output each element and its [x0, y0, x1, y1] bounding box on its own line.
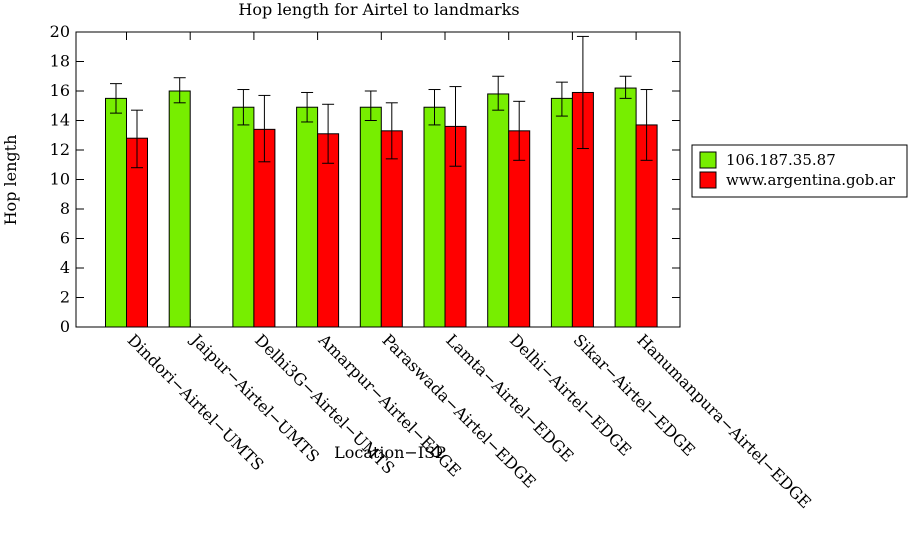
y-tick-label: 0: [60, 317, 70, 336]
x-tick-label: Sikar−Airtel−EDGE: [570, 330, 699, 459]
y-tick-label: 10: [50, 170, 70, 189]
plot-area: 02468101214161820Dindori−Airtel−UMTSJaip…: [50, 22, 815, 512]
chart-title: Hop length for Airtel to landmarks: [238, 0, 519, 19]
y-tick-label: 12: [50, 140, 70, 159]
bar-series2: [380, 130, 403, 328]
bar-series1: [232, 106, 255, 328]
bar-series1: [614, 87, 637, 328]
y-tick-label: 20: [50, 22, 70, 41]
legend-label-series2: www.argentina.gob.ar: [726, 171, 896, 189]
bar-series1: [550, 97, 573, 328]
legend-label-series1: 106.187.35.87: [726, 151, 836, 169]
legend-box: [691, 144, 908, 198]
y-tick-label: 2: [60, 288, 70, 307]
x-axis-label: Location−ISP: [334, 443, 446, 462]
x-tick-label: Jaipur−Airtel−UMTS: [186, 329, 323, 466]
y-tick-label: 6: [60, 229, 70, 248]
bar-series1: [423, 106, 446, 328]
bar-series1: [359, 106, 382, 328]
y-tick-label: 14: [50, 111, 70, 130]
legend: 106.187.35.87 www.argentina.gob.ar: [691, 144, 908, 198]
x-tick-label: Lamta−Airtel−EDGE: [442, 330, 577, 465]
y-tick-label: 4: [60, 258, 70, 277]
y-tick-label: 18: [50, 52, 70, 71]
y-tick-label: 16: [50, 81, 70, 100]
bar-series1: [168, 90, 191, 328]
y-tick-label: 8: [60, 199, 70, 218]
x-tick-label: Delhi−Airtel−EDGE: [506, 330, 635, 459]
legend-swatch-series1: [699, 151, 717, 169]
bar-series1: [105, 97, 127, 328]
legend-swatch-series2: [699, 171, 717, 189]
bar-series1: [487, 93, 510, 328]
y-axis-label: Hop length: [1, 135, 20, 226]
bar-series1: [296, 106, 319, 328]
